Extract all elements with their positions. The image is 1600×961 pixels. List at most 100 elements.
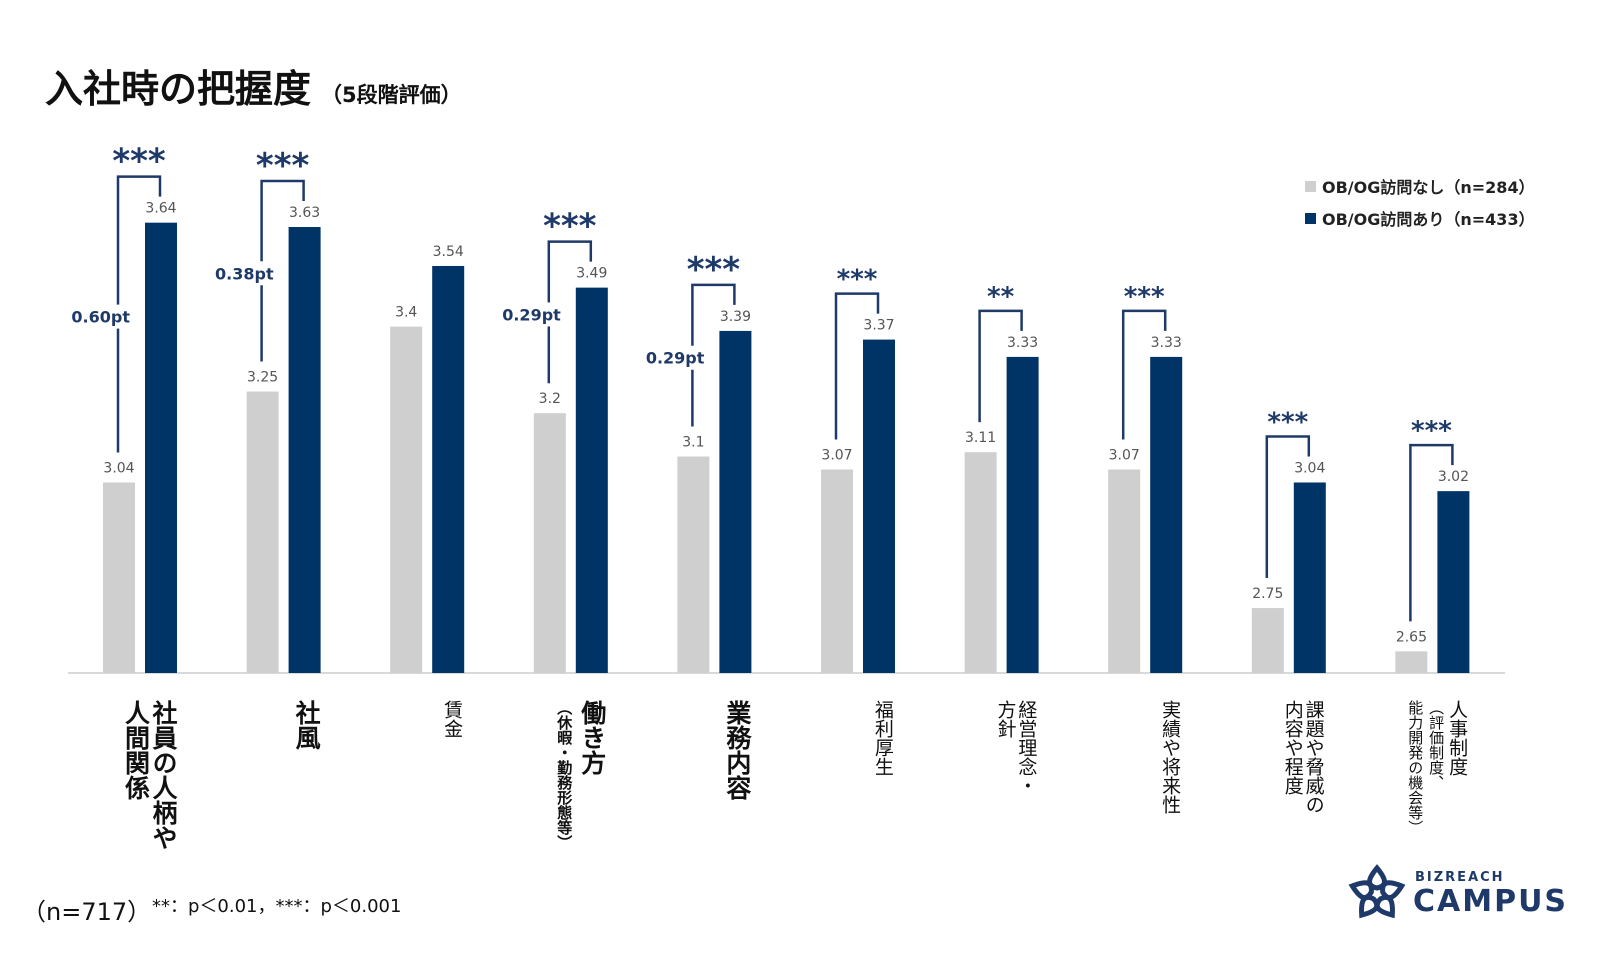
significance-stars: *** [837, 265, 878, 295]
difference-label-bg [647, 345, 698, 370]
significance-note: **：p＜0.01，***：p＜0.001 [152, 896, 402, 917]
significance-stars: *** [256, 146, 310, 186]
title-text: 入社時の把握度 [45, 67, 312, 111]
difference-label: 0.60pt [71, 308, 130, 327]
page-title: 入社時の把握度 （5段階評価） [45, 58, 462, 113]
significance-bracket [1265, 435, 1311, 579]
data-label-visit: 3.64 [145, 201, 176, 217]
bar-no-visit [1395, 651, 1428, 673]
category-label-line: 人事制度 [1446, 700, 1469, 776]
bar-visit [1150, 356, 1183, 673]
category-label: 賃金 [441, 700, 464, 738]
data-label-visit: 3.39 [720, 309, 751, 325]
data-label-visit: 3.63 [289, 205, 320, 221]
legend: OB/OG訪問なし（n=284） OB/OG訪問あり（n=433） [1305, 170, 1535, 234]
sample-size: （n=717） [22, 898, 152, 926]
significance-stars: *** [1267, 407, 1308, 437]
data-label-visit: 3.49 [576, 266, 607, 282]
legend-label: OB/OG訪問なし（n=284） [1322, 178, 1535, 197]
data-label-no-visit: 3.11 [965, 430, 996, 446]
subtitle: （5段階評価） [321, 83, 462, 107]
legend-item-visit: OB/OG訪問あり（n=433） [1305, 202, 1535, 234]
data-label-no-visit: 3.04 [103, 460, 134, 476]
logo-brand: BIZREACH [1415, 870, 1505, 885]
category-label-line: （評価制度、 [1427, 700, 1446, 790]
bar-visit [1293, 482, 1326, 673]
legend-label: OB/OG訪問あり（n=433） [1322, 210, 1535, 229]
category-label-line: 実績や将来性 [1159, 700, 1182, 814]
significance-bracket [1121, 309, 1167, 440]
data-label-no-visit: 3.2 [539, 391, 561, 407]
difference-label: 0.29pt [502, 305, 561, 324]
data-label-visit: 3.37 [863, 318, 894, 334]
category-label-line: （休暇・勤務形態等） [555, 700, 574, 850]
difference-label: 0.29pt [646, 349, 705, 368]
category-label: 福利厚生 [871, 700, 894, 776]
category-label: 実績や将来性 [1159, 700, 1182, 814]
category-label-line: 人間関係 [121, 700, 151, 800]
bar-visit [145, 222, 177, 673]
data-label-no-visit: 3.1 [682, 435, 704, 451]
data-label-no-visit: 3.07 [821, 447, 852, 463]
bar-no-visit [964, 452, 997, 673]
category-label: 経営理念・ 方針 [994, 700, 1038, 795]
category-label: 社風 [292, 700, 322, 750]
category-label-line: 福利厚生 [871, 700, 894, 776]
data-label-no-visit: 3.07 [1109, 447, 1140, 463]
data-label-no-visit: 3.25 [247, 370, 278, 386]
category-label: 社員の人柄や 人間関係 [121, 700, 179, 850]
data-label-no-visit: 2.75 [1252, 586, 1283, 602]
bar-visit [719, 330, 752, 673]
data-label-visit: 3.33 [1151, 335, 1182, 351]
category-label: 人事制度 （評価制度、 能力開発の機会等） [1404, 700, 1469, 835]
data-label-visit: 3.54 [433, 244, 464, 260]
logo-name: CAMPUS [1413, 884, 1569, 919]
category-label-line: 経営理念・ [1015, 700, 1038, 795]
category-label-line: 能力開発の機会等） [1406, 700, 1425, 835]
difference-label-bg [73, 304, 123, 329]
significance-stars: *** [1411, 416, 1452, 446]
bar-no-visit [103, 482, 135, 673]
bar-visit [432, 265, 465, 673]
significance-stars: *** [112, 142, 166, 182]
category-label-line: 課題や脅威の [1302, 700, 1325, 814]
data-label-visit: 3.04 [1294, 460, 1325, 476]
bar-no-visit [677, 456, 710, 673]
category-label: 課題や脅威の 内容や程度 [1281, 700, 1325, 814]
bar-no-visit [246, 391, 279, 673]
bar-no-visit [1108, 469, 1141, 673]
category-label-line: 賃金 [441, 700, 464, 738]
difference-label-bg [503, 302, 554, 327]
bar-visit [288, 227, 321, 673]
bar-no-visit [821, 469, 853, 673]
category-label-line: 働き方 [577, 700, 607, 775]
category-label-line: 方針 [994, 700, 1017, 738]
data-label-visit: 3.33 [1007, 335, 1038, 351]
bar-no-visit [533, 413, 566, 673]
legend-swatch [1305, 180, 1316, 192]
significance-stars: *** [687, 250, 741, 290]
bar-no-visit [1251, 608, 1284, 673]
significance-bracket [834, 292, 880, 440]
category-label: 働き方 （休暇・勤務形態等） [551, 700, 607, 850]
data-label-no-visit: 3.4 [395, 305, 417, 321]
legend-item-no-visit: OB/OG訪問なし（n=284） [1305, 170, 1535, 202]
category-label-line: 業務内容 [722, 700, 752, 800]
data-label-visit: 3.02 [1438, 469, 1469, 485]
category-label-line: 社風 [292, 700, 322, 750]
significance-stars: *** [543, 207, 597, 247]
data-label-no-visit: 2.65 [1396, 629, 1427, 645]
bar-no-visit [390, 326, 423, 673]
legend-swatch [1305, 212, 1316, 224]
category-label: 業務内容 [722, 700, 752, 800]
bar-visit [1437, 491, 1470, 673]
bar-visit [863, 339, 895, 673]
bar-visit [1006, 356, 1039, 673]
bar-visit [575, 287, 608, 673]
category-label-line: 内容や程度 [1281, 700, 1304, 795]
difference-label: 0.38pt [215, 264, 274, 283]
flower-logo-icon [1348, 864, 1406, 919]
significance-stars: *** [1124, 282, 1165, 312]
category-label-line: 社員の人柄や [149, 700, 178, 850]
